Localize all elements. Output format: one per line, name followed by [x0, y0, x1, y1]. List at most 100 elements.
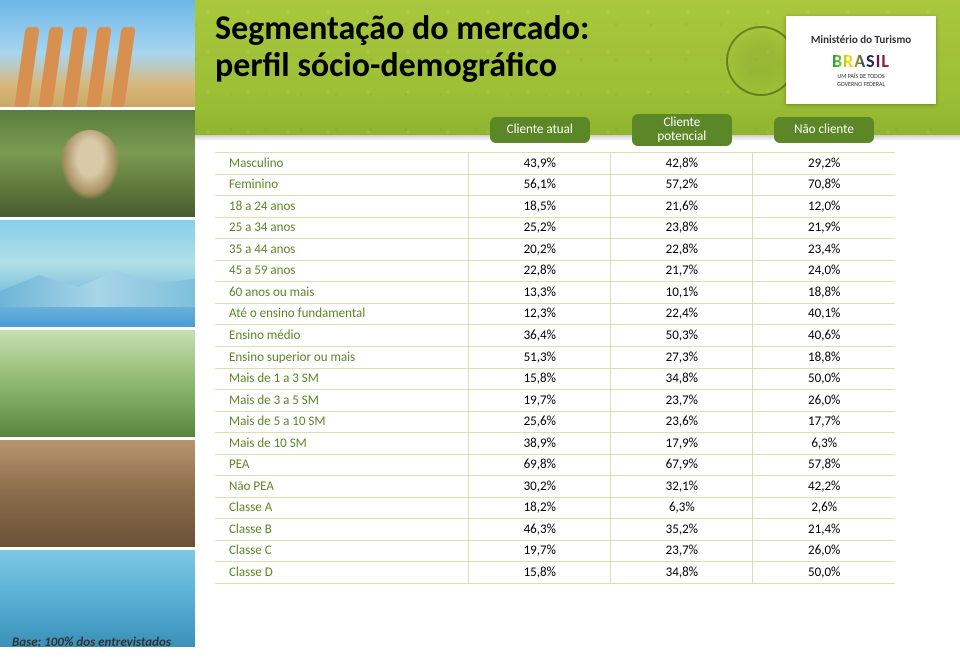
data-table-container: Cliente atual Clientepotencial Não clien… [215, 112, 935, 584]
demographic-table: Cliente atual Clientepotencial Não clien… [215, 112, 895, 584]
table-cell: 36,4% [469, 325, 611, 347]
table-cell: 27,3% [611, 347, 753, 369]
table-cell: 19,7% [469, 390, 611, 412]
table-cell: 50,0% [753, 562, 895, 584]
table-cell: 32,1% [611, 476, 753, 498]
table-cell: 12,3% [469, 303, 611, 325]
table-cell: 17,9% [611, 433, 753, 455]
col-header: Clientepotencial [611, 112, 753, 153]
table-cell: 21,6% [611, 196, 753, 218]
row-label: Ensino superior ou mais [215, 347, 469, 369]
row-label: Mais de 1 a 3 SM [215, 368, 469, 390]
table-row: Não PEA30,2%32,1%42,2% [215, 476, 895, 498]
table-cell: 50,0% [753, 368, 895, 390]
table-cell: 34,8% [611, 368, 753, 390]
brasil-logo: BRASIL [832, 50, 890, 72]
row-label: 25 a 34 anos [215, 217, 469, 239]
row-label: 18 a 24 anos [215, 196, 469, 218]
footer-note: Base: 100% dos entrevistados [12, 635, 171, 650]
thumb-image [0, 0, 195, 110]
row-label: Mais de 3 a 5 SM [215, 390, 469, 412]
row-label: Masculino [215, 153, 469, 175]
table-cell: 23,7% [611, 390, 753, 412]
table-cell: 6,3% [753, 433, 895, 455]
row-label: 45 a 59 anos [215, 260, 469, 282]
thumb-image [0, 220, 195, 330]
row-label: PEA [215, 454, 469, 476]
table-cell: 67,9% [611, 454, 753, 476]
table-header: Cliente atual Clientepotencial Não clien… [215, 112, 895, 153]
table-cell: 42,8% [611, 153, 753, 175]
table-cell: 69,8% [469, 454, 611, 476]
table-cell: 34,8% [611, 562, 753, 584]
table-cell: 29,2% [753, 153, 895, 175]
table-row: Classe C19,7%23,7%26,0% [215, 540, 895, 562]
title-line-2: perfil sócio-demográfico [215, 45, 557, 86]
table-cell: 38,9% [469, 433, 611, 455]
table-row: Mais de 3 a 5 SM19,7%23,7%26,0% [215, 390, 895, 412]
row-label: Ensino médio [215, 325, 469, 347]
row-label: Até o ensino fundamental [215, 303, 469, 325]
table-cell: 2,6% [753, 497, 895, 519]
left-photo-column [0, 0, 195, 664]
thumb-image [0, 110, 195, 220]
row-label: Classe D [215, 562, 469, 584]
table-cell: 22,8% [611, 239, 753, 261]
title-line-1: Segmentação do mercado: [215, 8, 589, 49]
table-row: Mais de 10 SM38,9%17,9%6,3% [215, 433, 895, 455]
table-cell: 70,8% [753, 174, 895, 196]
table-cell: 20,2% [469, 239, 611, 261]
row-label: Classe B [215, 519, 469, 541]
row-label: Classe C [215, 540, 469, 562]
table-cell: 12,0% [753, 196, 895, 218]
table-row: Feminino56,1%57,2%70,8% [215, 174, 895, 196]
stamp-sub2: GOVERNO FEDERAL [837, 80, 885, 88]
table-row: Classe D15,8%34,8%50,0% [215, 562, 895, 584]
table-cell: 17,7% [753, 411, 895, 433]
table-cell: 18,8% [753, 282, 895, 304]
table-cell: 26,0% [753, 390, 895, 412]
table-cell: 21,4% [753, 519, 895, 541]
table-cell: 25,2% [469, 217, 611, 239]
table-cell: 46,3% [469, 519, 611, 541]
table-row: 18 a 24 anos18,5%21,6%12,0% [215, 196, 895, 218]
table-cell: 56,1% [469, 174, 611, 196]
row-label: Não PEA [215, 476, 469, 498]
table-row: Mais de 1 a 3 SM15,8%34,8%50,0% [215, 368, 895, 390]
table-body: Masculino43,9%42,8%29,2%Feminino56,1%57,… [215, 153, 895, 584]
table-cell: 57,8% [753, 454, 895, 476]
table-cell: 23,6% [611, 411, 753, 433]
table-cell: 6,3% [611, 497, 753, 519]
row-label: Mais de 5 a 10 SM [215, 411, 469, 433]
table-cell: 21,7% [611, 260, 753, 282]
table-row: Até o ensino fundamental12,3%22,4%40,1% [215, 303, 895, 325]
thumb-image [0, 330, 195, 440]
table-cell: 18,5% [469, 196, 611, 218]
row-label: Feminino [215, 174, 469, 196]
table-cell: 43,9% [469, 153, 611, 175]
table-cell: 50,3% [611, 325, 753, 347]
table-cell: 19,7% [469, 540, 611, 562]
table-cell: 22,8% [469, 260, 611, 282]
col-header: Não cliente [753, 112, 895, 153]
table-row: Mais de 5 a 10 SM25,6%23,6%17,7% [215, 411, 895, 433]
stamp-card: Ministério do Turismo BRASIL UM PAÍS DE … [786, 16, 936, 104]
table-cell: 15,8% [469, 562, 611, 584]
table-cell: 51,3% [469, 347, 611, 369]
row-label: Classe A [215, 497, 469, 519]
stamp-ministry: Ministério do Turismo [811, 33, 911, 46]
table-row: Masculino43,9%42,8%29,2% [215, 153, 895, 175]
table-row: Classe B46,3%35,2%21,4% [215, 519, 895, 541]
thumb-image [0, 440, 195, 550]
table-cell: 15,8% [469, 368, 611, 390]
table-cell: 30,2% [469, 476, 611, 498]
table-row: Ensino médio36,4%50,3%40,6% [215, 325, 895, 347]
table-cell: 18,8% [753, 347, 895, 369]
table-cell: 22,4% [611, 303, 753, 325]
table-row: Classe A18,2%6,3%2,6% [215, 497, 895, 519]
table-row: 25 a 34 anos25,2%23,8%21,9% [215, 217, 895, 239]
table-cell: 23,8% [611, 217, 753, 239]
col-header-label: Cliente atual [490, 117, 590, 143]
brasil-stamp: Ministério do Turismo BRASIL UM PAÍS DE … [756, 16, 936, 106]
stamp-sub1: UM PAÍS DE TODOS [837, 72, 884, 80]
